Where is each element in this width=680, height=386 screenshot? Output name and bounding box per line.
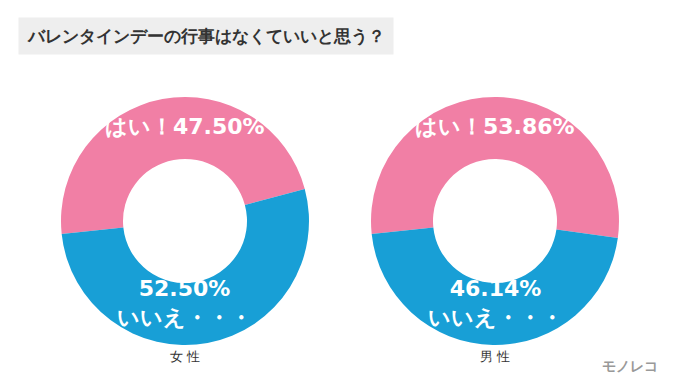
svg-text:46.14%いいえ・・・: 46.14%いいえ・・・ (428, 276, 563, 330)
svg-text:はい！47.50%: はい！47.50% (105, 114, 265, 139)
svg-text:バレンタインデーの行事はなくていいと思う？: バレンタインデーの行事はなくていいと思う？ (27, 26, 385, 46)
svg-text:52.50%いいえ・・・: 52.50%いいえ・・・ (117, 276, 252, 330)
svg-text:女 性: 女 性 (170, 349, 200, 364)
svg-text:はい！53.86%: はい！53.86% (415, 114, 575, 139)
svg-text:モノレコ: モノレコ (602, 358, 658, 374)
svg-text:男 性: 男 性 (480, 349, 510, 364)
